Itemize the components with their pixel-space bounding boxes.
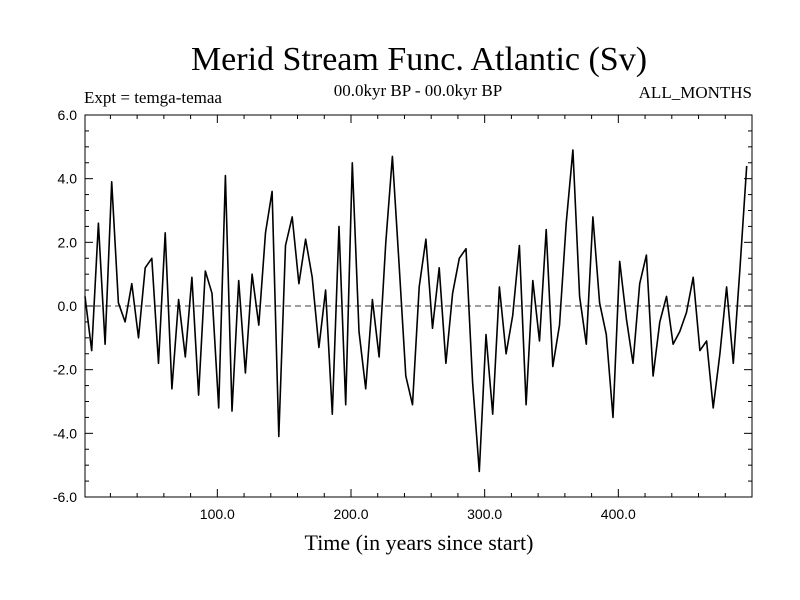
x-axis-label: Time (in years since start)	[305, 530, 534, 555]
x-tick-label: 300.0	[467, 506, 502, 522]
chart-subtitle-left: Expt = temga-temaa	[84, 88, 222, 107]
x-tick-label: 200.0	[333, 506, 368, 522]
chart-subtitle-right: ALL_MONTHS	[639, 83, 752, 102]
y-tick-label: 6.0	[58, 107, 78, 123]
plot-area: -6.0 -4.0 -2.0 0.0 2.0 4.0 6.0 100.0 200.0 300.0 4…	[53, 107, 753, 522]
chart-subtitle-center: 00.0kyr BP - 00.0kyr BP	[334, 81, 502, 100]
y-tick-label: 0.0	[58, 298, 78, 314]
y-tick-label: -4.0	[53, 425, 77, 441]
y-tick-label: -6.0	[53, 489, 77, 505]
y-tick-label: 4.0	[58, 171, 78, 187]
y-tick-label: -2.0	[53, 362, 77, 378]
y-tick-label: 2.0	[58, 234, 78, 250]
x-tick-label: 400.0	[601, 506, 636, 522]
chart-title: Merid Stream Func. Atlantic (Sv)	[191, 41, 647, 78]
x-tick-label: 100.0	[200, 506, 235, 522]
series-line	[84, 149, 748, 473]
